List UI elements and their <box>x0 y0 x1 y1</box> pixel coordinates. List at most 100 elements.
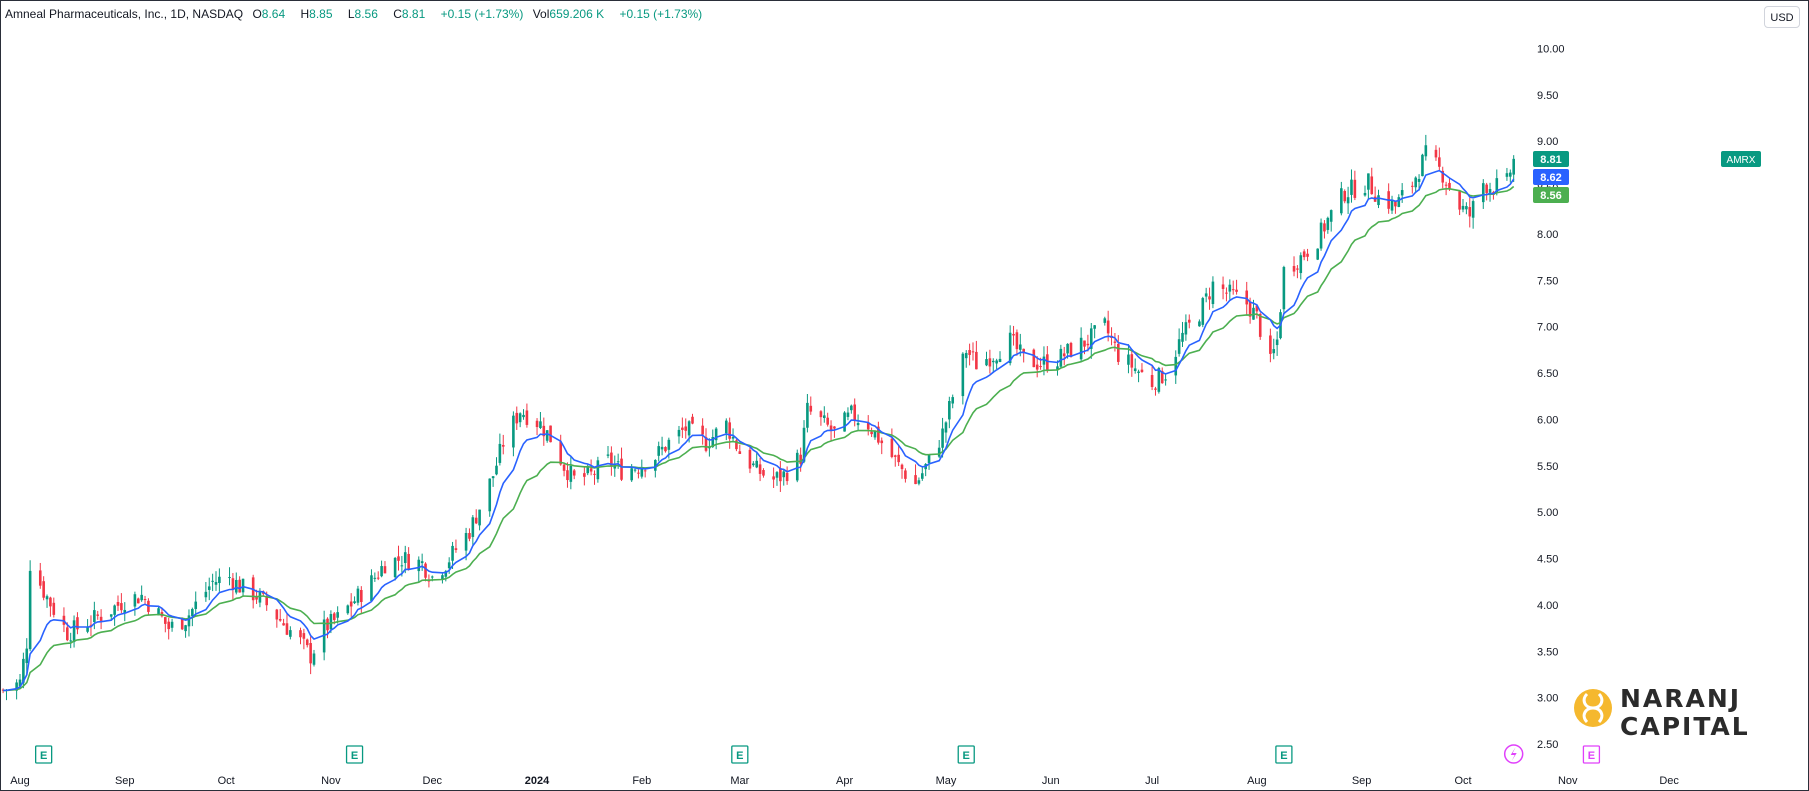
candle[interactable] <box>948 396 951 429</box>
candle[interactable] <box>738 444 742 455</box>
candle[interactable] <box>1414 176 1417 193</box>
candle[interactable] <box>336 606 339 624</box>
candle[interactable] <box>441 573 444 584</box>
candle[interactable] <box>207 577 211 601</box>
candle[interactable] <box>637 469 640 479</box>
candle[interactable] <box>1012 325 1015 346</box>
candle[interactable] <box>944 421 948 443</box>
candle[interactable] <box>1390 195 1394 214</box>
candle[interactable] <box>870 427 873 437</box>
candle[interactable] <box>988 349 992 374</box>
candle[interactable] <box>998 351 1002 363</box>
candle[interactable] <box>76 612 79 635</box>
candle[interactable] <box>1269 328 1272 363</box>
candle[interactable] <box>147 598 150 616</box>
candle[interactable] <box>819 410 823 426</box>
candle[interactable] <box>775 471 779 486</box>
candle[interactable] <box>660 436 664 456</box>
candle[interactable] <box>880 437 884 455</box>
candle[interactable] <box>123 602 127 622</box>
candle[interactable] <box>501 434 505 455</box>
candle[interactable] <box>1130 350 1134 377</box>
candle[interactable] <box>495 457 498 476</box>
candle[interactable] <box>512 411 515 457</box>
candle[interactable] <box>383 561 387 574</box>
candle[interactable] <box>586 463 590 476</box>
candle[interactable] <box>478 509 481 531</box>
candle[interactable] <box>1089 322 1093 359</box>
candle[interactable] <box>69 632 72 649</box>
candle[interactable] <box>140 585 143 602</box>
candle[interactable] <box>681 417 684 438</box>
candle[interactable] <box>170 618 174 632</box>
candle[interactable] <box>28 560 32 652</box>
candle[interactable] <box>566 462 569 488</box>
candle[interactable] <box>1022 348 1025 363</box>
candle[interactable] <box>772 467 775 489</box>
candle[interactable] <box>1272 338 1276 360</box>
candle[interactable] <box>471 515 475 546</box>
candle[interactable] <box>349 593 353 617</box>
candle[interactable] <box>1015 329 1019 356</box>
candle[interactable] <box>52 597 56 618</box>
candle[interactable] <box>474 509 478 525</box>
candle[interactable] <box>927 454 931 470</box>
candle[interactable] <box>184 624 187 638</box>
candle[interactable] <box>1421 153 1424 177</box>
candle[interactable] <box>1306 248 1309 262</box>
earnings-marker[interactable] <box>345 745 364 764</box>
candle[interactable] <box>1133 358 1137 374</box>
candle[interactable] <box>1411 181 1414 194</box>
candle[interactable] <box>1231 280 1235 295</box>
candle[interactable] <box>228 567 231 586</box>
candle[interactable] <box>211 573 214 592</box>
candle[interactable] <box>42 576 45 601</box>
candle[interactable] <box>724 418 728 441</box>
candle[interactable] <box>113 604 116 626</box>
candle[interactable] <box>133 591 137 616</box>
candle[interactable] <box>1367 173 1370 199</box>
candle[interactable] <box>1177 328 1181 357</box>
candle[interactable] <box>116 595 120 612</box>
candle[interactable] <box>850 404 853 414</box>
candle[interactable] <box>346 604 350 615</box>
candle[interactable] <box>86 619 89 634</box>
candle[interactable] <box>620 447 623 482</box>
candle[interactable] <box>356 585 360 606</box>
candle[interactable] <box>890 428 894 459</box>
candle[interactable] <box>1424 134 1428 161</box>
candle[interactable] <box>62 607 66 633</box>
earnings-marker[interactable] <box>35 745 53 764</box>
candle[interactable] <box>1346 186 1350 214</box>
candle[interactable] <box>25 638 29 674</box>
candle[interactable] <box>373 572 377 582</box>
candle[interactable] <box>1201 296 1205 328</box>
candle[interactable] <box>728 417 731 449</box>
earnings-marker[interactable] <box>957 745 975 764</box>
candle[interactable] <box>1113 332 1117 352</box>
candle[interactable] <box>1228 279 1232 300</box>
candle[interactable] <box>282 618 285 626</box>
candle[interactable] <box>610 446 613 476</box>
candle[interactable] <box>299 627 302 645</box>
candle[interactable] <box>1235 279 1238 295</box>
candle[interactable] <box>1164 373 1167 386</box>
candle[interactable] <box>968 343 971 366</box>
candle[interactable] <box>877 421 880 445</box>
candle[interactable] <box>701 418 704 445</box>
candle[interactable] <box>1150 365 1154 391</box>
candle[interactable] <box>1387 183 1390 214</box>
earnings-marker[interactable] <box>1582 745 1601 764</box>
candle[interactable] <box>1458 189 1461 216</box>
candle[interactable] <box>975 340 978 370</box>
candle[interactable] <box>1255 305 1259 319</box>
candle[interactable] <box>964 350 968 368</box>
candle[interactable] <box>657 441 661 462</box>
candle[interactable] <box>1204 287 1208 303</box>
candle[interactable] <box>795 449 799 483</box>
candle[interactable] <box>1062 346 1066 366</box>
candle[interactable] <box>826 412 829 427</box>
candle[interactable] <box>1225 287 1228 302</box>
candle[interactable] <box>515 406 519 430</box>
candle[interactable] <box>583 466 586 486</box>
